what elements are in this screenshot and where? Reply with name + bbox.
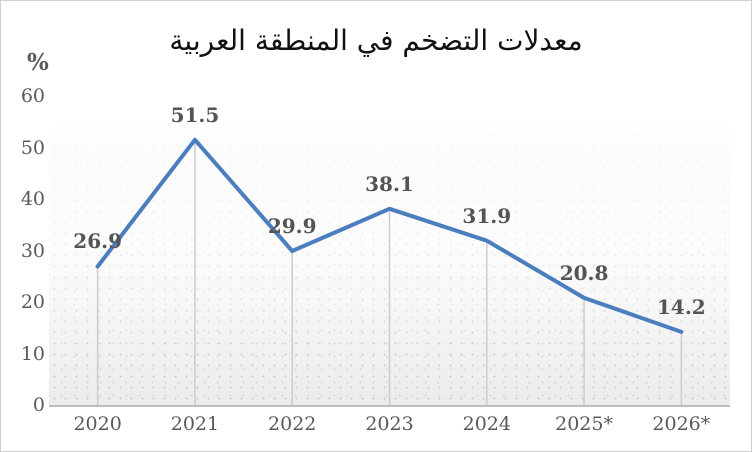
data-label: 20.8 bbox=[559, 260, 609, 285]
data-label: 51.5 bbox=[170, 102, 220, 127]
plot-area: 26.9 51.5 29.9 38.1 31.9 20.8 14.2 bbox=[49, 96, 730, 407]
y-tick-label: 30 bbox=[20, 239, 45, 262]
line-series-svg bbox=[95, 137, 684, 405]
y-tick-label: 0 bbox=[32, 394, 45, 416]
y-tick-label: 20 bbox=[20, 291, 45, 313]
chart-title: معدلات التضخم في المنطقة العربية bbox=[169, 24, 583, 57]
y-tick-label: 50 bbox=[20, 136, 45, 159]
inflation-line-series bbox=[95, 137, 684, 334]
data-label: 29.9 bbox=[267, 214, 317, 238]
y-axis-unit-label: % bbox=[27, 49, 49, 76]
y-tick-label: 60 bbox=[20, 85, 45, 107]
y-tick-label: 40 bbox=[20, 188, 45, 210]
data-label: 38.1 bbox=[365, 171, 414, 196]
data-label: 31.9 bbox=[462, 203, 512, 228]
x-tick-label: 2021 bbox=[170, 413, 220, 435]
x-tick-label: 2024 bbox=[462, 413, 511, 435]
data-label: 26.9 bbox=[73, 229, 122, 254]
data-label: 14.2 bbox=[656, 294, 706, 319]
x-tick-label: 2020 bbox=[73, 413, 122, 435]
x-tick-label: 2022 bbox=[268, 413, 317, 435]
x-tick-label: 2026* bbox=[652, 413, 711, 435]
y-tick-label: 10 bbox=[20, 342, 45, 365]
x-tick-label: 2023 bbox=[365, 413, 414, 435]
x-tick-label: 2025* bbox=[555, 413, 613, 435]
